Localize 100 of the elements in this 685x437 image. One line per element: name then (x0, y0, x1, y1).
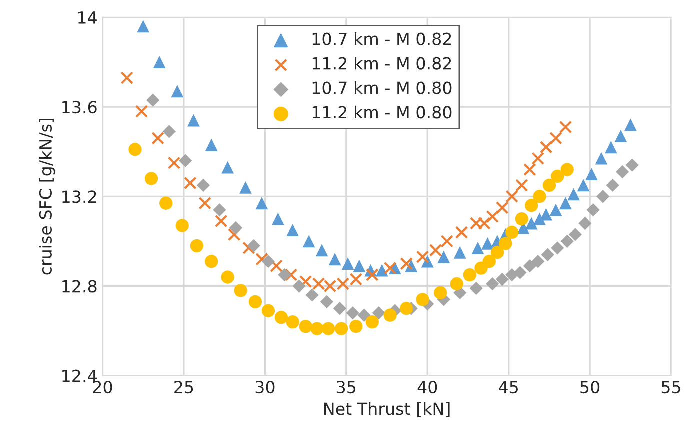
point (179, 154, 192, 168)
point (205, 255, 218, 268)
point (440, 235, 454, 248)
point (506, 226, 519, 240)
point (358, 308, 371, 322)
x-axis-title: Net Thrust [kN] (324, 402, 450, 418)
point (292, 280, 306, 293)
point (284, 268, 298, 282)
point (534, 212, 546, 226)
point (270, 260, 283, 272)
point (168, 156, 181, 170)
point (568, 228, 582, 242)
point (560, 234, 574, 248)
point (221, 270, 234, 284)
point (320, 295, 334, 308)
point (463, 268, 476, 282)
point (560, 197, 572, 210)
point (384, 262, 397, 275)
point (322, 322, 336, 336)
y-tick-label: 13.6 (62, 101, 97, 114)
point (578, 216, 592, 230)
point (604, 141, 618, 154)
point (286, 224, 300, 236)
legend-label: 11.2 km - M 0.82 (312, 56, 452, 70)
point (506, 190, 519, 204)
x-tick-label: 30 (256, 380, 275, 394)
point (196, 178, 210, 192)
point (568, 188, 580, 201)
point (350, 320, 363, 334)
point (434, 286, 448, 300)
point (328, 253, 342, 266)
y-axis-title: cruise SFC [g/kN/s] (39, 119, 56, 275)
point (278, 268, 292, 282)
point (376, 264, 388, 277)
point (416, 250, 430, 264)
point (595, 152, 608, 165)
point (153, 56, 166, 68)
point (366, 315, 379, 329)
point (120, 72, 134, 84)
x-tick-label: 45 (499, 381, 518, 394)
x-tick-label: 50 (580, 380, 600, 394)
point (438, 250, 450, 264)
point (525, 217, 538, 230)
point (229, 221, 243, 235)
point (366, 268, 379, 282)
point (524, 163, 536, 176)
point (144, 172, 158, 186)
point (454, 246, 466, 259)
point (596, 190, 610, 204)
point (400, 257, 413, 270)
x-tick-label: 55 (662, 381, 680, 394)
point (550, 204, 562, 216)
legend-label: 10.7 km - M 0.80 (312, 81, 452, 94)
point (256, 252, 268, 266)
point (490, 246, 504, 260)
point (228, 228, 241, 242)
point (234, 284, 248, 298)
x-tick-label: 40 (418, 380, 438, 394)
point (350, 273, 363, 286)
point (525, 199, 538, 212)
point (222, 161, 234, 174)
point (496, 201, 509, 214)
point (551, 170, 564, 184)
point (540, 208, 552, 221)
point (416, 293, 430, 306)
point (188, 114, 200, 127)
point (496, 272, 509, 286)
point (455, 226, 468, 239)
point (515, 212, 528, 226)
point (384, 308, 397, 322)
point (262, 304, 276, 318)
x-tick-label: 35 (337, 380, 356, 394)
y-tick-label: 14 (78, 12, 97, 24)
point (482, 255, 496, 268)
point (135, 105, 148, 118)
point (190, 239, 204, 253)
point (160, 196, 173, 210)
legend-label: 10.7 km - M 0.82 (312, 32, 452, 46)
point (353, 260, 366, 272)
point (624, 118, 637, 132)
point (146, 94, 160, 107)
point (302, 235, 316, 248)
point (400, 302, 414, 316)
point (541, 248, 554, 262)
point (429, 244, 442, 257)
point (162, 125, 176, 138)
point (214, 214, 228, 228)
point (239, 181, 252, 194)
point (542, 178, 556, 192)
point (272, 212, 284, 226)
point (470, 282, 483, 296)
point (482, 237, 494, 250)
point (626, 158, 639, 172)
point (333, 302, 347, 316)
point (256, 197, 268, 210)
point (310, 322, 324, 336)
point (560, 163, 574, 176)
y-tick-label: 12.4 (62, 370, 97, 382)
legend-label: 11.2 km - M 0.80 (312, 106, 452, 119)
point (274, 311, 288, 324)
